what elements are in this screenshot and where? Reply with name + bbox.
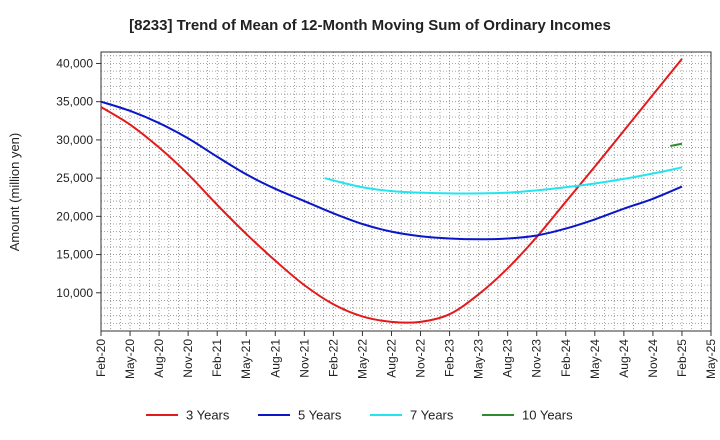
x-tick-label: Nov-22 bbox=[414, 339, 428, 378]
series-group bbox=[100, 58, 683, 324]
x-tick-label: May-21 bbox=[239, 339, 253, 379]
x-tick-label: Nov-23 bbox=[530, 339, 544, 378]
x-tick-label: May-24 bbox=[588, 339, 602, 379]
axes: 10,000 15,000 20,000 25,000 30,000 35,000 40,0… bbox=[56, 51, 718, 379]
y-tick-label: 20,000 bbox=[56, 209, 93, 223]
x-tick-label: Feb-25 bbox=[675, 339, 689, 377]
legend-label: 7 Years bbox=[410, 408, 454, 423]
y-tick-label: 35,000 bbox=[56, 95, 93, 109]
x-tick-label: Nov-24 bbox=[646, 339, 660, 378]
legend-label: 10 Years bbox=[522, 408, 573, 423]
y-tick-label: 15,000 bbox=[56, 248, 93, 262]
x-tick-label: Aug-24 bbox=[617, 339, 631, 378]
y-tick-label: 25,000 bbox=[56, 171, 93, 185]
chart-title: [8233] Trend of Mean of 12-Month Moving … bbox=[129, 17, 611, 34]
legend: 3 Years 5 Years 7 Years 10 Years bbox=[146, 408, 573, 423]
x-tick-label: Feb-23 bbox=[443, 339, 457, 377]
x-tick-label: May-20 bbox=[123, 339, 137, 379]
x-tick-label: Feb-22 bbox=[326, 339, 340, 377]
series-line-7-years bbox=[324, 166, 683, 195]
x-tick-label: Nov-20 bbox=[181, 339, 195, 378]
x-tick-label: Feb-24 bbox=[559, 339, 573, 377]
series-line-5-years bbox=[100, 100, 683, 241]
y-tick-label: 10,000 bbox=[56, 286, 93, 300]
x-tick-label: May-25 bbox=[704, 339, 718, 379]
y-tick-label: 40,000 bbox=[56, 56, 93, 70]
x-tick-label: Aug-20 bbox=[152, 339, 166, 378]
x-tick-label: May-22 bbox=[355, 339, 369, 379]
legend-label: 3 Years bbox=[186, 408, 230, 423]
legend-label: 5 Years bbox=[298, 408, 342, 423]
y-tick-label: 30,000 bbox=[56, 133, 93, 147]
series-line-10-years bbox=[670, 142, 683, 148]
x-tick-label: Feb-21 bbox=[210, 339, 224, 377]
x-tick-label: Feb-20 bbox=[94, 339, 108, 377]
plot-frame bbox=[100, 51, 712, 332]
y-axis-label: Amount (million yen) bbox=[7, 133, 22, 252]
x-tick-label: Aug-22 bbox=[384, 339, 398, 378]
x-tick-label: May-23 bbox=[472, 339, 486, 379]
series-line-3-years bbox=[100, 58, 683, 324]
x-tick-label: Aug-23 bbox=[501, 339, 515, 378]
x-tick-label: Nov-21 bbox=[297, 339, 311, 378]
x-tick-label: Aug-21 bbox=[268, 339, 282, 378]
